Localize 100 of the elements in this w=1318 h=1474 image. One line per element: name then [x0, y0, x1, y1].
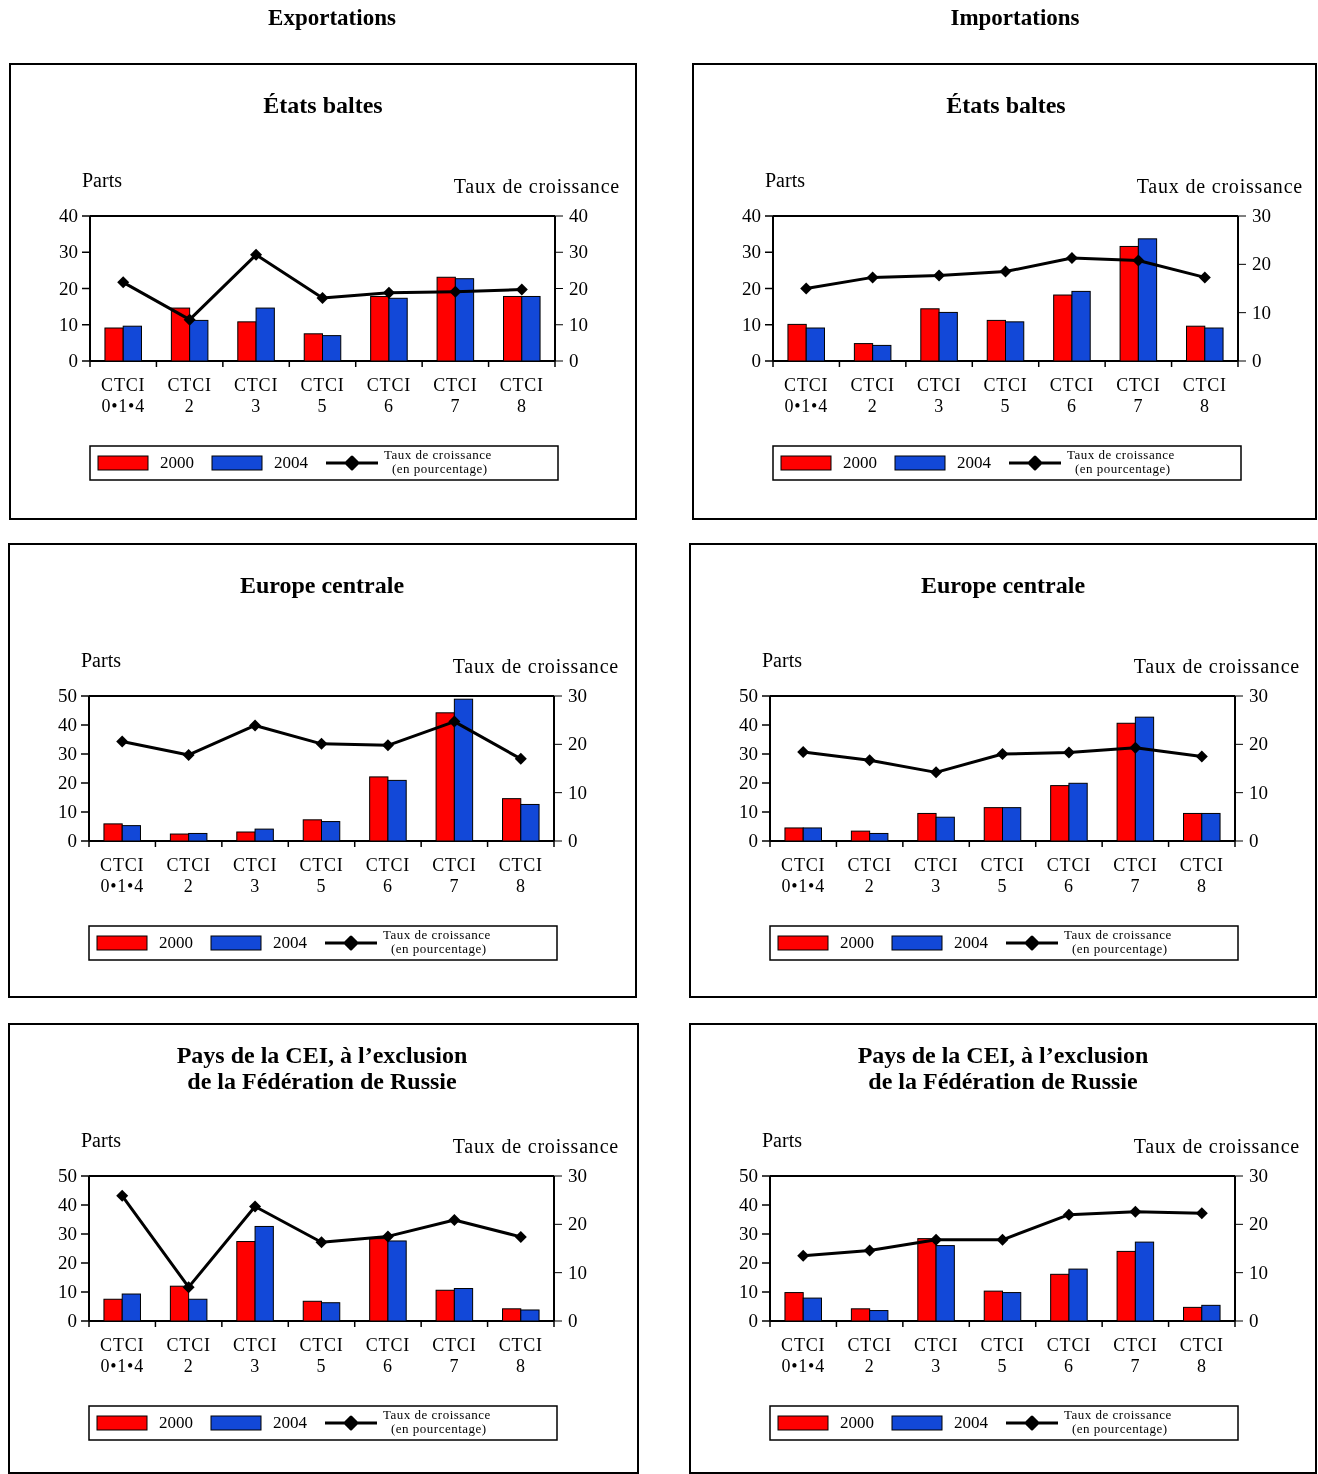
x-tick-label: CTCI 3: [913, 1335, 959, 1376]
y2-tick-label: 10: [568, 781, 587, 803]
y2-tick-label: 30: [1252, 205, 1271, 226]
legend-label: 2004: [957, 453, 992, 472]
y2-axis-title: Taux de croissance: [1136, 175, 1303, 197]
y2-tick-label: 20: [1252, 253, 1271, 275]
y-tick-label: 10: [739, 1281, 758, 1302]
point: [316, 291, 329, 304]
chart-title: Pays de la CEI, à l’exclusion de la Fédération de Russie: [176, 1042, 468, 1094]
y2-tick-label: 20: [1249, 1213, 1268, 1235]
point: [1065, 252, 1078, 265]
point: [1129, 1205, 1142, 1218]
point: [1195, 750, 1208, 763]
x-tick-label: CTCI 5: [299, 855, 344, 896]
x-tick-label: CTCI 5: [300, 375, 345, 416]
point: [183, 313, 196, 326]
x-tick-label: CTCI 2: [167, 375, 212, 416]
point: [514, 752, 527, 765]
y-tick-label: 10: [58, 1281, 77, 1302]
y2-tick-label: 20: [568, 733, 587, 755]
x-tick-label: CTCI 5: [983, 375, 1028, 416]
point: [315, 1236, 328, 1249]
point: [1132, 254, 1145, 267]
y-axis-title: Parts: [762, 1129, 803, 1151]
point: [381, 1230, 394, 1243]
point: [797, 746, 810, 759]
legend-label: Taux de croissance (en pourcentage): [384, 447, 492, 476]
x-tick-label: CTCI 8: [499, 375, 544, 416]
y-tick-label: 20: [58, 772, 77, 793]
y-tick-label: 10: [59, 313, 78, 335]
y-tick-label: 30: [59, 241, 78, 263]
y2-tick-label: 0: [1249, 1310, 1259, 1331]
point: [1062, 746, 1075, 759]
y2-axis-title: Taux de croissance: [1133, 655, 1300, 677]
x-tick-label: CTCI 6: [365, 1335, 411, 1376]
y2-tick-label: 30: [568, 685, 587, 706]
y2-tick-label: 0: [1252, 350, 1262, 371]
y2-tick-label: 20: [569, 277, 588, 299]
y2-tick-label: 30: [1249, 685, 1268, 706]
point: [116, 1189, 129, 1202]
y-tick-label: 30: [58, 743, 77, 764]
y-tick-label: 0: [68, 350, 78, 371]
y-tick-label: 10: [742, 313, 761, 335]
x-tick-label: CTCI 7: [432, 1335, 477, 1376]
y-tick-label: 50: [58, 685, 77, 706]
x-tick-label: CTCI 2: [850, 375, 895, 416]
legend-label: 2004: [954, 1413, 989, 1432]
y-tick-label: 10: [58, 801, 77, 822]
y2-tick-label: 10: [1252, 301, 1271, 323]
x-tick-label: CTCI 6: [365, 855, 411, 896]
point: [863, 754, 876, 767]
point: [797, 1249, 810, 1262]
x-tick-label: CTCI 5: [299, 1335, 344, 1376]
x-tick-label: CTCI 2: [847, 1335, 892, 1376]
point: [249, 719, 262, 732]
legend-label: 2004: [273, 933, 308, 952]
point: [1129, 741, 1142, 754]
legend-label: 2000: [159, 1413, 193, 1432]
point: [182, 1281, 195, 1294]
x-tick-label: CTCI 2: [847, 855, 892, 896]
x-tick-label: CTCI 5: [980, 855, 1025, 896]
point: [800, 282, 813, 295]
x-tick-label: CTCI 7: [1113, 855, 1158, 896]
x-tick-label: CTCI 6: [1046, 855, 1092, 896]
y-axis-title: Parts: [81, 649, 122, 671]
x-tick-label: CTCI 8: [498, 1335, 543, 1376]
y-tick-label: 40: [58, 714, 77, 735]
chart-title: Pays de la CEI, à l’exclusion de la Fédération de Russie: [857, 1042, 1149, 1094]
y2-tick-label: 30: [568, 1165, 587, 1186]
x-tick-label: CTCI 3: [913, 855, 959, 896]
legend-label: 2000: [840, 1413, 874, 1432]
point: [249, 1200, 262, 1213]
y-tick-label: 40: [739, 714, 758, 735]
x-tick-label: CTCI 7: [1116, 375, 1161, 416]
text: Exportations: [268, 5, 396, 30]
point: [863, 1244, 876, 1257]
legend-label: 2000: [843, 453, 877, 472]
y2-axis-title: Taux de croissance: [1133, 1135, 1300, 1157]
x-tick-label: CTCI 7: [433, 375, 478, 416]
y-axis-title: Parts: [82, 169, 123, 191]
y-tick-label: 40: [58, 1194, 77, 1215]
x-tick-label: CTCI 0•1•4: [100, 855, 145, 896]
point: [116, 735, 129, 748]
y-axis-title: Parts: [762, 649, 803, 671]
point: [315, 737, 328, 750]
y2-tick-label: 0: [1249, 830, 1259, 851]
point: [866, 271, 879, 284]
chart-title: États baltes: [263, 92, 383, 118]
y2-tick-label: 0: [568, 1310, 578, 1331]
y2-tick-label: 10: [568, 1261, 587, 1283]
y2-tick-label: 40: [569, 205, 588, 226]
point: [1062, 1208, 1075, 1221]
y2-tick-label: 30: [569, 241, 588, 263]
point: [933, 269, 946, 282]
x-tick-label: CTCI 0•1•4: [101, 375, 146, 416]
point: [117, 276, 130, 289]
y-tick-label: 10: [739, 801, 758, 822]
y2-tick-label: 20: [1249, 733, 1268, 755]
y-tick-label: 50: [58, 1165, 77, 1186]
y-tick-label: 20: [742, 277, 761, 299]
